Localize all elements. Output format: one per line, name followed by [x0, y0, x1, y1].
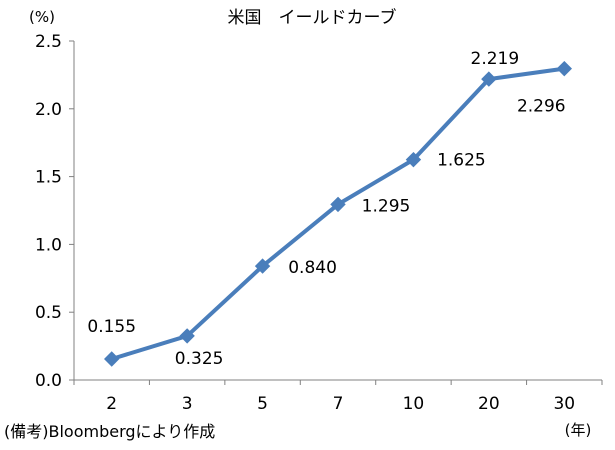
x-tick-labels: 2 3 5 7 10 20 30 [106, 394, 575, 414]
data-point-marker [179, 328, 195, 344]
data-label: 2.296 [517, 97, 566, 117]
data-label: 0.155 [87, 317, 136, 337]
data-point-marker [254, 258, 271, 274]
y-tick-label: 1.5 [35, 168, 62, 188]
y-tick-labels: 0.0 0.5 1.0 1.5 2.0 2.5 [35, 32, 62, 391]
data-label: 0.325 [175, 349, 224, 369]
data-label: 1.625 [437, 151, 486, 171]
x-tick-label: 20 [478, 394, 500, 414]
axes [69, 40, 603, 385]
x-tick-label: 10 [403, 394, 425, 414]
data-point-marker [330, 196, 346, 213]
x-tick-label: 3 [182, 394, 193, 414]
x-tick-label: 30 [553, 394, 575, 414]
data-point-marker [556, 60, 572, 77]
data-point-marker [104, 351, 120, 367]
x-tick-label: 7 [333, 394, 344, 414]
data-label: 1.295 [362, 196, 411, 216]
series-line-layer [109, 66, 567, 361]
data-label: 2.219 [471, 49, 520, 69]
y-tick-label: 2.5 [35, 32, 62, 52]
x-tick-label: 2 [106, 394, 117, 414]
source-note: (備考)Bloombergにより作成 [4, 422, 215, 441]
y-tick-label: 2.0 [35, 100, 62, 120]
y-axis-unit: (%) [29, 8, 55, 26]
y-tick-label: 0.0 [35, 371, 62, 391]
y-tick-label: 0.5 [35, 303, 62, 323]
data-point-marker [481, 71, 497, 87]
data-label: 0.840 [288, 258, 337, 278]
x-tick-label: 5 [257, 394, 268, 414]
x-axis-unit: (年) [565, 421, 592, 439]
data-point-marker [405, 151, 422, 168]
series-line [109, 66, 567, 361]
data-labels: 0.155 0.325 0.840 1.295 1.625 2.219 2.296 [87, 49, 565, 369]
y-tick-label: 1.0 [35, 235, 62, 255]
chart-title: 米国 イールドカーブ [228, 7, 397, 28]
data-markers [104, 60, 572, 367]
